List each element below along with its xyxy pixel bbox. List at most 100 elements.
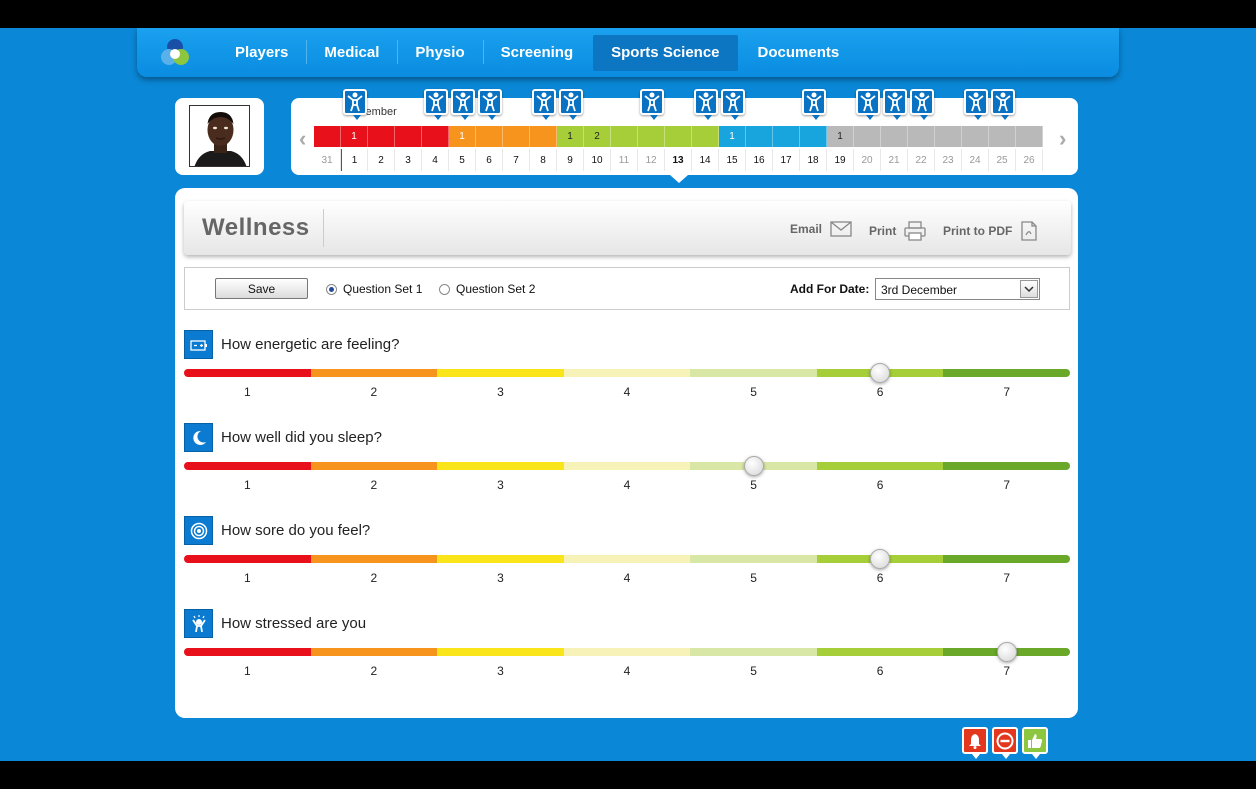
nav-documents[interactable]: Documents <box>757 44 840 61</box>
print-to-pdf-button[interactable]: Print to PDF <box>943 221 1038 241</box>
nav-medical[interactable]: Medical <box>306 28 397 77</box>
activity-flag-icon[interactable] <box>909 89 934 120</box>
timeline-bar-cell[interactable] <box>746 126 773 147</box>
scale-segment[interactable] <box>563 648 691 656</box>
timeline-bar-cell[interactable] <box>692 126 719 147</box>
question-set-2-radio[interactable]: Question Set 2 <box>439 282 535 296</box>
timeline-bar-cell[interactable] <box>800 126 827 147</box>
timeline-bar-cell[interactable] <box>989 126 1016 147</box>
activity-flag-icon[interactable] <box>693 89 718 120</box>
rating-scale-track[interactable] <box>184 555 1070 563</box>
rating-slider-thumb[interactable] <box>743 456 764 476</box>
nav-sports-science[interactable]: Sports Science <box>593 34 738 71</box>
alert-button[interactable] <box>992 727 1018 759</box>
scale-segment[interactable] <box>943 462 1070 470</box>
rating-slider-thumb[interactable] <box>996 642 1017 662</box>
nav-physio[interactable]: Physio <box>397 28 482 77</box>
timeline-bar-cell[interactable] <box>368 126 395 147</box>
timeline-day[interactable]: 7 <box>503 149 530 171</box>
nav-screening[interactable]: Screening <box>482 28 592 77</box>
timeline-bar-cell[interactable] <box>611 126 638 147</box>
activity-flag-icon[interactable] <box>558 89 583 120</box>
timeline-day[interactable]: 21 <box>881 149 908 171</box>
save-button[interactable]: Save <box>215 278 308 299</box>
timeline-day[interactable]: 5 <box>449 149 476 171</box>
timeline-day[interactable]: 1 <box>341 149 368 171</box>
scale-segment[interactable] <box>563 555 691 563</box>
timeline-bar-cell[interactable] <box>638 126 665 147</box>
timeline-day[interactable]: 13 <box>665 149 692 171</box>
activity-flag-icon[interactable] <box>423 89 448 120</box>
timeline-day[interactable]: 20 <box>854 149 881 171</box>
timeline-bar-cell[interactable] <box>314 126 341 147</box>
scale-segment[interactable] <box>310 462 438 470</box>
activity-flag-icon[interactable] <box>639 89 664 120</box>
timeline-day[interactable]: 26 <box>1016 149 1043 171</box>
activity-flag-icon[interactable] <box>855 89 880 120</box>
timeline-day[interactable]: 15 <box>719 149 746 171</box>
alert-button[interactable] <box>962 727 988 759</box>
rating-scale-track[interactable] <box>184 462 1070 470</box>
timeline-bar-cell[interactable]: 1 <box>557 126 584 147</box>
timeline-day[interactable]: 31 <box>314 149 341 171</box>
timeline-bar-cell[interactable] <box>476 126 503 147</box>
timeline-bar-cell[interactable]: 1 <box>341 126 368 147</box>
scale-segment[interactable] <box>437 369 564 377</box>
scale-segment[interactable] <box>437 555 564 563</box>
scale-segment[interactable] <box>184 369 311 377</box>
scale-segment[interactable] <box>310 555 438 563</box>
scale-segment[interactable] <box>184 648 311 656</box>
activity-flag-icon[interactable] <box>477 89 502 120</box>
timeline-day[interactable]: 14 <box>692 149 719 171</box>
scale-segment[interactable] <box>563 462 691 470</box>
rating-slider-thumb[interactable] <box>870 363 891 383</box>
email-button[interactable]: Email <box>790 221 852 237</box>
scale-segment[interactable] <box>816 462 944 470</box>
nav-players[interactable]: Players <box>235 44 289 61</box>
activity-flag-icon[interactable] <box>801 89 826 120</box>
app-logo[interactable] <box>151 28 217 77</box>
timeline-day[interactable]: 8 <box>530 149 557 171</box>
timeline-bar-cell[interactable] <box>503 126 530 147</box>
activity-flag-icon[interactable] <box>882 89 907 120</box>
timeline-bar-cell[interactable] <box>422 126 449 147</box>
scale-segment[interactable] <box>437 462 564 470</box>
chevron-down-icon[interactable] <box>1020 280 1038 298</box>
rating-slider-thumb[interactable] <box>870 549 891 569</box>
timeline-day[interactable]: 22 <box>908 149 935 171</box>
rating-scale-track[interactable] <box>184 369 1070 377</box>
scale-segment[interactable] <box>310 369 438 377</box>
scale-segment[interactable] <box>437 648 564 656</box>
timeline-day[interactable]: 4 <box>422 149 449 171</box>
timeline-bar-cell[interactable]: 1 <box>719 126 746 147</box>
timeline-bar-cell[interactable] <box>665 126 692 147</box>
timeline-day[interactable]: 25 <box>989 149 1016 171</box>
timeline-bar-cell[interactable] <box>854 126 881 147</box>
scale-segment[interactable] <box>816 648 944 656</box>
activity-flag-icon[interactable] <box>342 89 367 120</box>
timeline-bar-cell[interactable] <box>530 126 557 147</box>
scale-segment[interactable] <box>690 369 817 377</box>
timeline-prev-arrow[interactable]: ‹ <box>299 126 307 151</box>
timeline-day[interactable]: 23 <box>935 149 962 171</box>
timeline-day[interactable]: 9 <box>557 149 584 171</box>
rating-scale-track[interactable] <box>184 648 1070 656</box>
timeline-bar-cell[interactable]: 2 <box>584 126 611 147</box>
activity-flag-icon[interactable] <box>963 89 988 120</box>
timeline-day[interactable]: 18 <box>800 149 827 171</box>
timeline-day[interactable]: 16 <box>746 149 773 171</box>
timeline-day[interactable]: 17 <box>773 149 800 171</box>
timeline-bar-cell[interactable] <box>1016 126 1043 147</box>
scale-segment[interactable] <box>690 555 817 563</box>
timeline-bar-cell[interactable] <box>962 126 989 147</box>
scale-segment[interactable] <box>563 369 691 377</box>
activity-flag-icon[interactable] <box>531 89 556 120</box>
timeline-day[interactable]: 6 <box>476 149 503 171</box>
timeline-bar-cell[interactable] <box>881 126 908 147</box>
timeline-day[interactable]: 24 <box>962 149 989 171</box>
scale-segment[interactable] <box>184 462 311 470</box>
timeline-bar-cell[interactable]: 1 <box>449 126 476 147</box>
timeline-bar-cell[interactable] <box>773 126 800 147</box>
timeline-day[interactable]: 10 <box>584 149 611 171</box>
timeline-day[interactable]: 11 <box>611 149 638 171</box>
